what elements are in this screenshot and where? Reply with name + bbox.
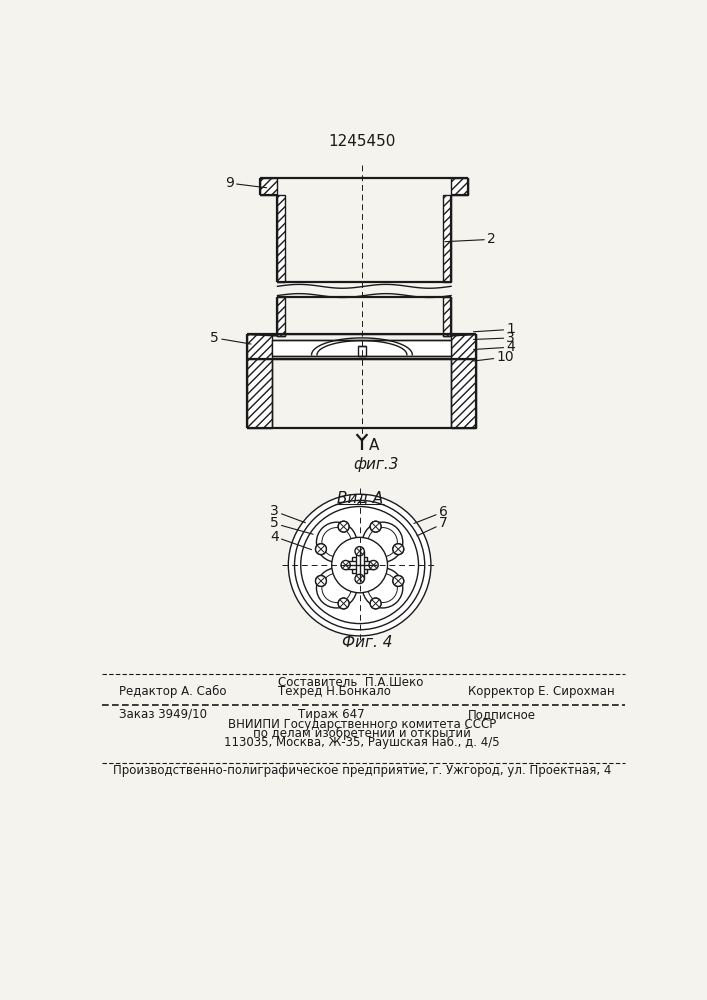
Text: A: A: [369, 438, 380, 453]
Circle shape: [288, 494, 431, 636]
Text: ВНИИПИ Государственного комитета СССР: ВНИИПИ Государственного комитета СССР: [228, 718, 496, 731]
Bar: [356, 551, 363, 579]
Text: Составитель  П.А.Шеко: Составитель П.А.Шеко: [279, 676, 423, 689]
Text: 4: 4: [270, 530, 312, 550]
Bar: [451, 334, 476, 359]
Circle shape: [332, 537, 387, 593]
Text: по делам изобретений и открытий: по делам изобретений и открытий: [253, 727, 471, 740]
Text: 3: 3: [474, 331, 515, 345]
Bar: [451, 178, 468, 195]
Circle shape: [315, 576, 327, 586]
Bar: [277, 195, 285, 282]
Text: Техред Н.Бонкало: Техред Н.Бонкало: [279, 685, 391, 698]
Text: Подписное: Подписное: [468, 708, 536, 721]
Bar: [443, 297, 451, 336]
Text: Корректор Е. Сирохман: Корректор Е. Сирохман: [468, 685, 615, 698]
Text: Заказ 3949/10: Заказ 3949/10: [119, 708, 207, 721]
Circle shape: [341, 560, 351, 570]
Text: 3: 3: [270, 504, 305, 523]
Bar: [277, 334, 285, 336]
Text: Тираж 647: Тираж 647: [298, 708, 364, 721]
Text: 5: 5: [270, 516, 313, 534]
Text: 5: 5: [210, 331, 251, 345]
Circle shape: [338, 521, 349, 532]
Circle shape: [393, 576, 404, 586]
Circle shape: [315, 544, 327, 555]
Circle shape: [338, 598, 349, 609]
Text: фиг.3: фиг.3: [354, 457, 399, 472]
Circle shape: [338, 521, 349, 532]
Bar: [352, 557, 368, 573]
Circle shape: [355, 574, 364, 584]
Bar: [247, 359, 272, 428]
Circle shape: [393, 576, 404, 586]
Text: 113035, Москва, Ж-35, Раушская наб., д. 4/5: 113035, Москва, Ж-35, Раушская наб., д. …: [224, 736, 500, 749]
Text: Производственно-полиграфическое предприятие, г. Ужгород, ул. Проектная, 4: Производственно-полиграфическое предприя…: [112, 764, 611, 777]
Circle shape: [315, 544, 327, 555]
Bar: [272, 340, 451, 356]
Circle shape: [369, 560, 378, 570]
Bar: [443, 195, 451, 282]
Bar: [260, 178, 277, 195]
Text: 1245450: 1245450: [328, 134, 396, 149]
Circle shape: [355, 547, 364, 556]
Bar: [358, 346, 366, 356]
Text: 9: 9: [225, 176, 267, 190]
Text: 7: 7: [417, 516, 448, 536]
Bar: [443, 334, 451, 336]
Circle shape: [295, 500, 425, 630]
Text: 2: 2: [445, 232, 496, 246]
Circle shape: [315, 576, 327, 586]
Circle shape: [370, 521, 381, 532]
Text: Вид А: Вид А: [337, 490, 382, 505]
Circle shape: [370, 521, 381, 532]
Circle shape: [370, 598, 381, 609]
Text: 10: 10: [474, 350, 514, 364]
Bar: [346, 561, 373, 569]
Circle shape: [393, 544, 404, 555]
Text: 6: 6: [414, 505, 448, 523]
Circle shape: [300, 507, 419, 624]
Bar: [247, 334, 272, 359]
Bar: [277, 297, 285, 336]
Text: 1: 1: [474, 322, 515, 336]
Text: Фиг. 4: Фиг. 4: [342, 635, 392, 650]
Text: Редактор А. Сабо: Редактор А. Сабо: [119, 685, 227, 698]
Circle shape: [370, 598, 381, 609]
Bar: [451, 359, 476, 428]
Text: 4: 4: [474, 340, 515, 354]
Circle shape: [338, 598, 349, 609]
Circle shape: [393, 544, 404, 555]
